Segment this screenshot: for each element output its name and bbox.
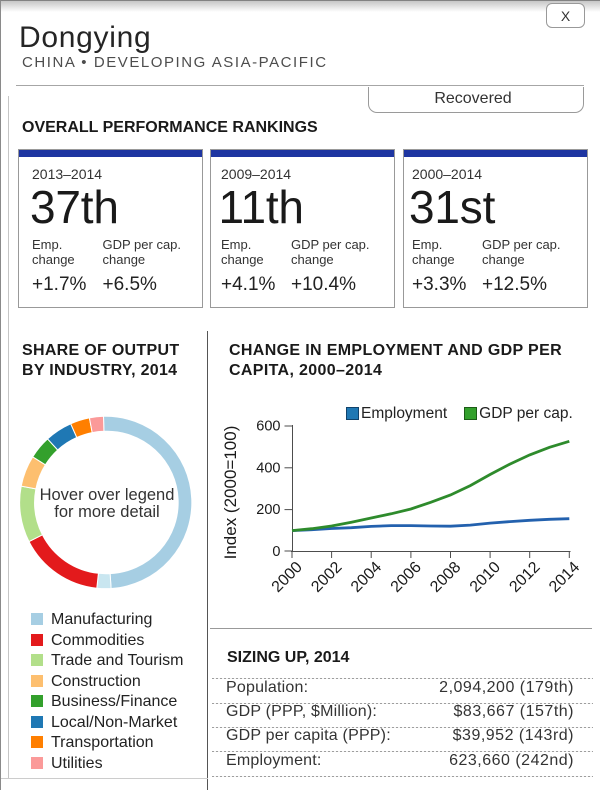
svg-text:2000: 2000 xyxy=(269,559,306,596)
svg-text:Index (2000=100): Index (2000=100) xyxy=(221,426,240,560)
svg-text:400: 400 xyxy=(256,460,280,476)
svg-text:2002: 2002 xyxy=(308,559,345,596)
svg-text:2006: 2006 xyxy=(388,559,425,596)
svg-text:600: 600 xyxy=(256,419,280,435)
svg-text:200: 200 xyxy=(256,502,280,518)
svg-text:2012: 2012 xyxy=(506,559,543,596)
svg-text:0: 0 xyxy=(272,544,280,560)
svg-text:2008: 2008 xyxy=(427,559,464,596)
svg-text:2010: 2010 xyxy=(467,559,504,596)
svg-text:2004: 2004 xyxy=(348,559,385,596)
svg-text:2014: 2014 xyxy=(546,559,583,596)
